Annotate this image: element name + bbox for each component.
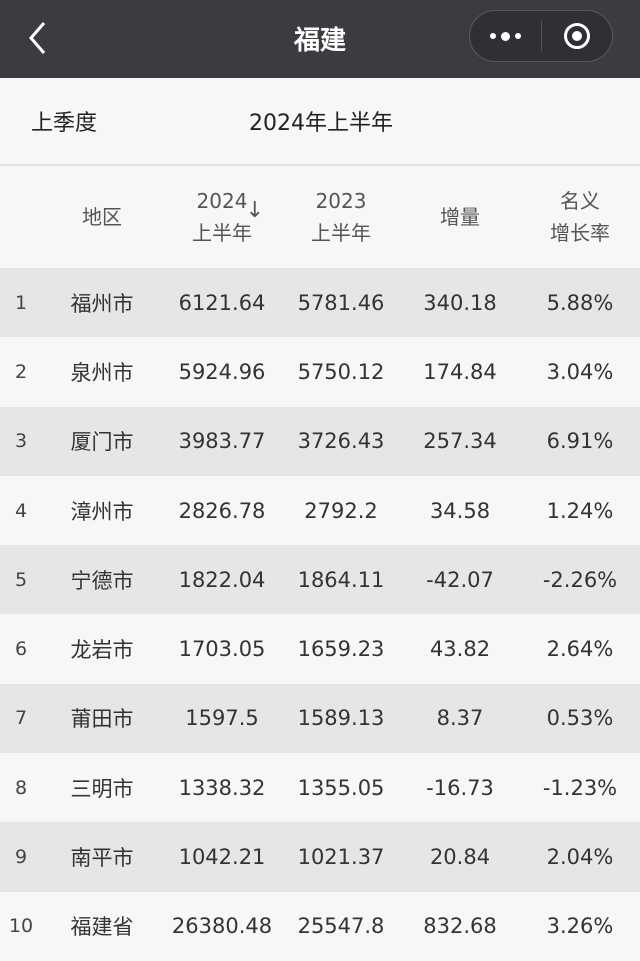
rank-cell: 4 <box>14 499 28 522</box>
increase-cell: 174.84 <box>423 359 497 384</box>
header-region[interactable]: 地区 <box>82 205 122 229</box>
value-2024-cell: 1597.5 <box>185 706 259 731</box>
more-button[interactable] <box>470 11 541 61</box>
table-row[interactable]: 2 泉州市 5924.96 5750.12 174.84 3.04% <box>0 337 640 407</box>
value-2024-cell: 1338.32 <box>178 775 266 800</box>
header-2023-year: 2023 <box>315 189 367 213</box>
page-title: 福建 <box>293 26 346 56</box>
value-2023-cell: 1659.23 <box>297 637 385 662</box>
value-2023-cell: 1864.11 <box>297 567 385 592</box>
table-row[interactable]: 6 龙岩市 1703.05 1659.23 43.82 2.64% <box>0 614 640 684</box>
increase-cell: 20.84 <box>429 845 491 870</box>
region-cell: 漳州市 <box>70 499 134 524</box>
region-cell: 福建省 <box>70 915 134 940</box>
value-2023-cell: 1355.05 <box>297 775 385 800</box>
rank-cell: 2 <box>14 360 28 383</box>
table-row[interactable]: 3 厦门市 3983.77 3726.43 257.34 6.91% <box>0 406 640 476</box>
growth-rate-cell: 1.24% <box>546 498 614 523</box>
region-cell: 宁德市 <box>70 568 134 593</box>
rank-cell: 9 <box>14 846 28 869</box>
region-cell: 福州市 <box>70 291 134 316</box>
sort-down-arrow-icon: ↓ <box>245 198 264 223</box>
table-row[interactable]: 1 福州市 6121.64 5781.46 340.18 5.88% <box>0 268 640 338</box>
region-cell: 三明市 <box>70 776 134 801</box>
target-circle-icon <box>563 23 590 49</box>
rank-cell: 10 <box>8 915 34 938</box>
header-2024[interactable]: 2024 上半年 ↓ <box>162 185 282 249</box>
growth-rate-cell: 3.26% <box>546 914 614 939</box>
rank-cell: 5 <box>14 568 28 591</box>
growth-rate-cell: 2.04% <box>546 845 614 870</box>
growth-rate-cell: 6.91% <box>546 429 614 454</box>
close-button[interactable] <box>542 11 613 61</box>
growth-rate-cell: 2.64% <box>546 637 614 662</box>
header-2023[interactable]: 2023 上半年 <box>282 185 400 249</box>
increase-cell: 257.34 <box>423 429 497 454</box>
mini-program-capsule <box>469 10 613 62</box>
growth-rate-cell: 5.88% <box>546 290 614 315</box>
header-rate-line1: 名义 <box>560 189 600 213</box>
period-label: 上季度 <box>31 111 98 136</box>
table-body: 1 福州市 6121.64 5781.46 340.18 5.88% 2 泉州市 5924.96… <box>0 268 640 961</box>
value-2023-cell: 1589.13 <box>297 706 385 731</box>
increase-cell: -16.73 <box>426 775 494 800</box>
table-row[interactable]: 4 漳州市 2826.78 2792.2 34.58 1.24% <box>0 475 640 546</box>
header-rate-line2: 增长率 <box>550 221 610 245</box>
value-2023-cell: 25547.8 <box>297 914 385 939</box>
table-row[interactable]: 7 莆田市 1597.5 1589.13 8.37 0.53% <box>0 683 640 754</box>
value-2024-cell: 3983.77 <box>178 429 266 454</box>
rank-cell: 1 <box>14 291 28 314</box>
rank-cell: 3 <box>14 430 28 453</box>
value-2024-cell: 1703.05 <box>178 637 266 662</box>
value-2023-cell: 5781.46 <box>297 290 385 315</box>
increase-cell: 832.68 <box>423 914 497 939</box>
value-2024-cell: 6121.64 <box>178 290 266 315</box>
period-selector[interactable]: 上季度 2024年上半年 <box>0 78 640 166</box>
region-cell: 厦门市 <box>70 430 134 455</box>
region-cell: 南平市 <box>70 846 134 871</box>
more-dots-icon <box>489 31 521 41</box>
value-2024-cell: 1822.04 <box>178 567 266 592</box>
rank-cell: 8 <box>14 776 28 799</box>
rank-cell: 7 <box>14 707 28 730</box>
header-2024-period: 上半年 <box>192 221 252 245</box>
growth-rate-cell: 3.04% <box>546 359 614 384</box>
table-row[interactable]: 8 三明市 1338.32 1355.05 -16.73 -1.23% <box>0 753 640 823</box>
region-cell: 泉州市 <box>70 360 134 385</box>
increase-cell: 34.58 <box>429 498 491 523</box>
value-2023-cell: 2792.2 <box>304 498 378 523</box>
value-2023-cell: 5750.12 <box>297 359 385 384</box>
increase-cell: 43.82 <box>429 637 491 662</box>
growth-rate-cell: -2.26% <box>542 567 618 592</box>
table-row[interactable]: 9 南平市 1042.21 1021.37 20.84 2.04% <box>0 822 640 892</box>
header-2024-year: 2024 <box>196 189 248 213</box>
table-header: 地区 2024 上半年 ↓ 2023 上半年 增量 名义 增长率 <box>0 166 640 268</box>
header-growth-rate[interactable]: 名义 增长率 <box>520 185 640 249</box>
header-increase[interactable]: 增量 <box>440 205 480 229</box>
region-cell: 莆田市 <box>70 707 134 732</box>
growth-rate-cell: 0.53% <box>546 706 614 731</box>
header-2023-period: 上半年 <box>311 221 371 245</box>
value-2023-cell: 3726.43 <box>297 429 385 454</box>
rank-cell: 6 <box>14 638 28 661</box>
value-2024-cell: 2826.78 <box>178 498 266 523</box>
increase-cell: 340.18 <box>423 290 497 315</box>
increase-cell: 8.37 <box>436 706 484 731</box>
value-2024-cell: 5924.96 <box>178 359 266 384</box>
growth-rate-cell: -1.23% <box>542 775 618 800</box>
capsule-divider <box>540 21 542 51</box>
value-2024-cell: 26380.48 <box>171 914 273 939</box>
region-cell: 龙岩市 <box>70 638 134 663</box>
nav-bar: 福建 <box>0 0 640 78</box>
value-2024-cell: 1042.21 <box>178 845 266 870</box>
period-value[interactable]: 2024年上半年 <box>249 111 393 136</box>
chevron-left-icon[interactable] <box>24 18 54 58</box>
table-row[interactable]: 5 宁德市 1822.04 1864.11 -42.07 -2.26% <box>0 545 640 615</box>
table-row[interactable]: 10 福建省 26380.48 25547.8 832.68 3.26% <box>0 891 640 961</box>
value-2023-cell: 1021.37 <box>297 845 385 870</box>
increase-cell: -42.07 <box>426 567 494 592</box>
